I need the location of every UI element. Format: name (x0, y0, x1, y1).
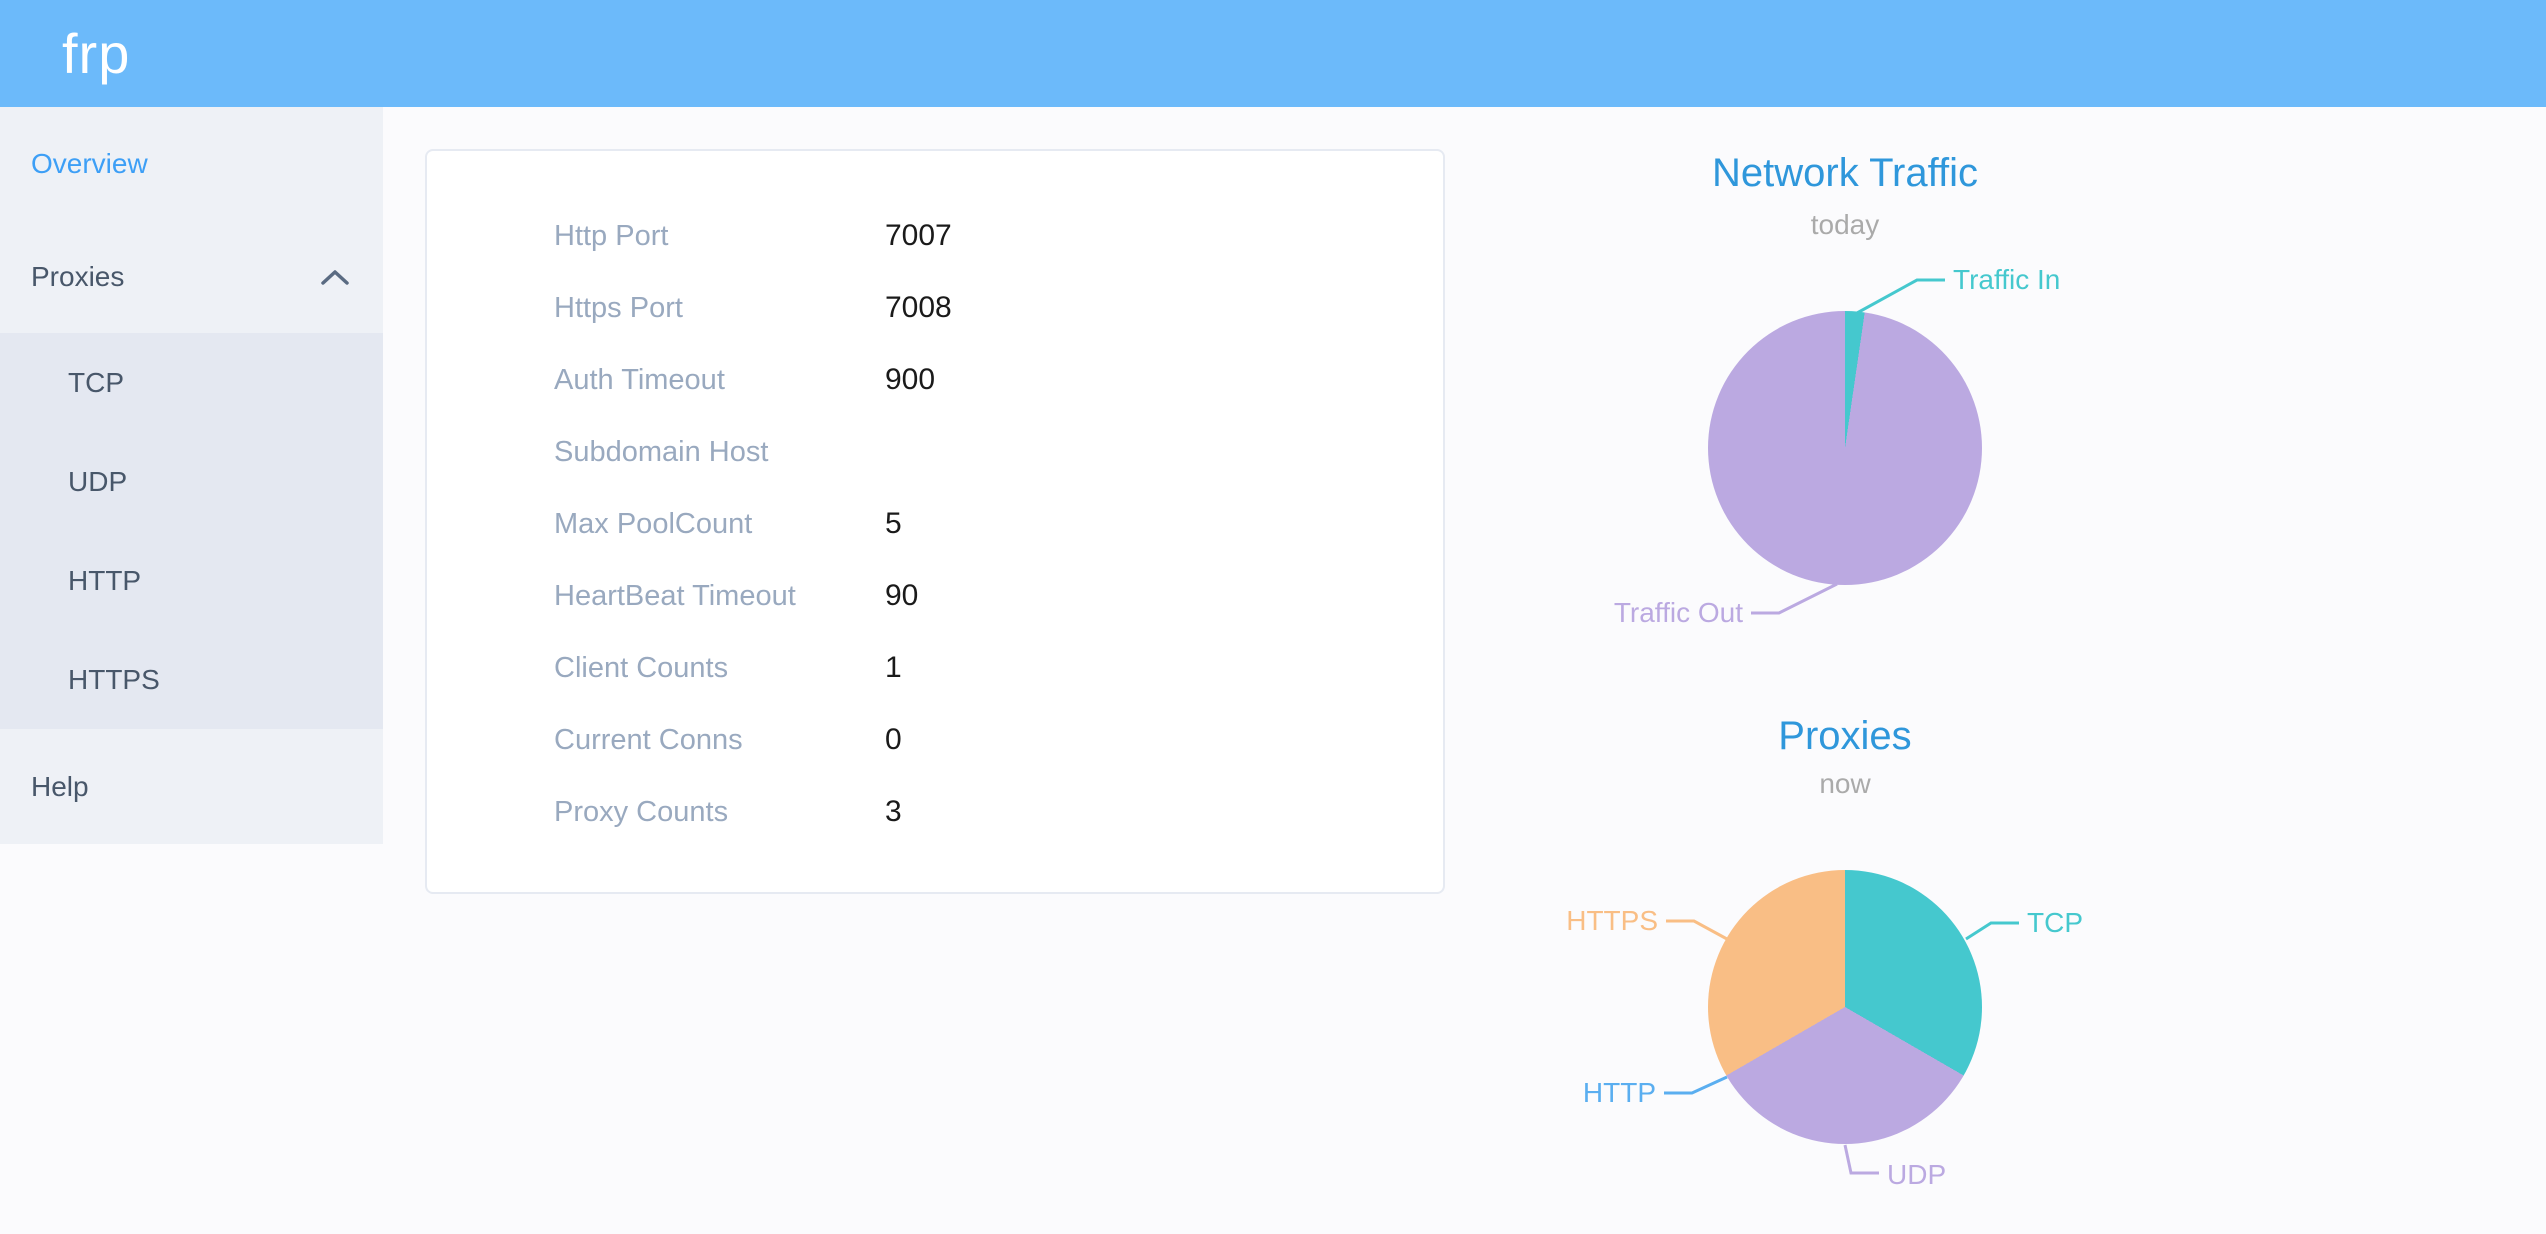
sidebar-item-http[interactable]: HTTP (0, 531, 383, 630)
info-row-http-port: Http Port 7007 (427, 200, 1443, 272)
info-label: Client Counts (554, 651, 729, 684)
proxies-chart-subtitle: now (1819, 768, 1871, 799)
info-row-client-counts: Client Counts 1 (427, 632, 1443, 704)
info-label: Current Conns (554, 723, 743, 756)
info-row-auth-timeout: Auth Timeout 900 (427, 344, 1443, 416)
proxies-chart-title: Proxies (1778, 714, 1912, 758)
info-label: Auth Timeout (554, 363, 725, 396)
leader-line-traffic-in (1856, 278, 1945, 315)
sidebar: Overview Proxies TCP UDP HTTP HTTPS Help (0, 107, 383, 844)
sidebar-item-udp-label: UDP (68, 466, 128, 497)
network-traffic-pie[interactable] (1708, 311, 1982, 585)
network-traffic-chart-title: Network Traffic (1712, 151, 1978, 195)
info-label: Https Port (554, 291, 683, 324)
leader-line-http (1664, 1075, 1728, 1095)
sidebar-item-tcp[interactable]: TCP (0, 333, 383, 432)
sidebar-item-tcp-label: TCP (68, 367, 124, 398)
pie-label-traffic-out: Traffic Out (1613, 597, 1743, 628)
leader-line-tcp (1965, 921, 2019, 941)
sidebar-item-https-label: HTTPS (68, 664, 160, 695)
info-value: 0 (885, 723, 902, 756)
leader-line-udp (1843, 1144, 1879, 1175)
info-value: 900 (885, 363, 936, 396)
info-row-current-conns: Current Conns 0 (427, 704, 1443, 776)
server-info-card: Http Port 7007 Https Port 7008 Auth Time… (425, 149, 1445, 894)
sidebar-item-udp[interactable]: UDP (0, 432, 383, 531)
info-row-max-poolcount: Max PoolCount 5 (427, 488, 1443, 560)
sidebar-item-proxies[interactable]: Proxies (0, 220, 383, 333)
chevron-up-icon[interactable] (321, 268, 349, 286)
sidebar-item-help[interactable]: Help (0, 729, 383, 845)
info-label: Proxy Counts (554, 795, 729, 828)
sidebar-item-proxies-label: Proxies (31, 261, 125, 292)
sidebar-item-help-label: Help (31, 771, 89, 802)
leader-line-https (1666, 919, 1728, 941)
pie-label-tcp: TCP (2027, 907, 2083, 938)
proxies-submenu: TCP UDP HTTP HTTPS (0, 333, 383, 729)
info-value: 3 (885, 795, 902, 828)
info-value: 90 (885, 579, 919, 612)
pie-label-traffic-in: Traffic In (1953, 264, 2061, 295)
info-value: 7007 (885, 219, 952, 252)
pie-label-http: HTTP (1582, 1077, 1656, 1108)
info-label: Http Port (554, 219, 669, 252)
info-row-proxy-counts: Proxy Counts 3 (427, 776, 1443, 848)
pie-label-https: HTTPS (1566, 905, 1658, 936)
info-label: Subdomain Host (554, 435, 769, 468)
info-label: Max PoolCount (554, 507, 753, 540)
info-row-subdomain-host: Subdomain Host (427, 416, 1443, 488)
sidebar-item-overview-label: Overview (31, 148, 148, 179)
app-logo: frp (62, 22, 131, 85)
sidebar-item-overview[interactable]: Overview (0, 107, 383, 220)
info-row-https-port: Https Port 7008 (427, 272, 1443, 344)
info-value: 5 (885, 507, 902, 540)
info-label: HeartBeat Timeout (554, 579, 796, 612)
info-value: 7008 (885, 291, 952, 324)
server-info-rows: Http Port 7007 Https Port 7008 Auth Time… (427, 151, 1443, 848)
info-row-heartbeat-timeout: HeartBeat Timeout 90 (427, 560, 1443, 632)
info-value: 1 (885, 651, 902, 684)
app-header: frp (0, 0, 2546, 107)
pie-label-udp: UDP (1887, 1159, 1947, 1190)
sidebar-item-https[interactable]: HTTPS (0, 630, 383, 729)
proxies-pie[interactable] (1708, 870, 1982, 1144)
network-traffic-chart-subtitle: today (1810, 209, 1880, 240)
leader-line-traffic-out (1751, 582, 1838, 615)
sidebar-item-http-label: HTTP (68, 565, 142, 596)
